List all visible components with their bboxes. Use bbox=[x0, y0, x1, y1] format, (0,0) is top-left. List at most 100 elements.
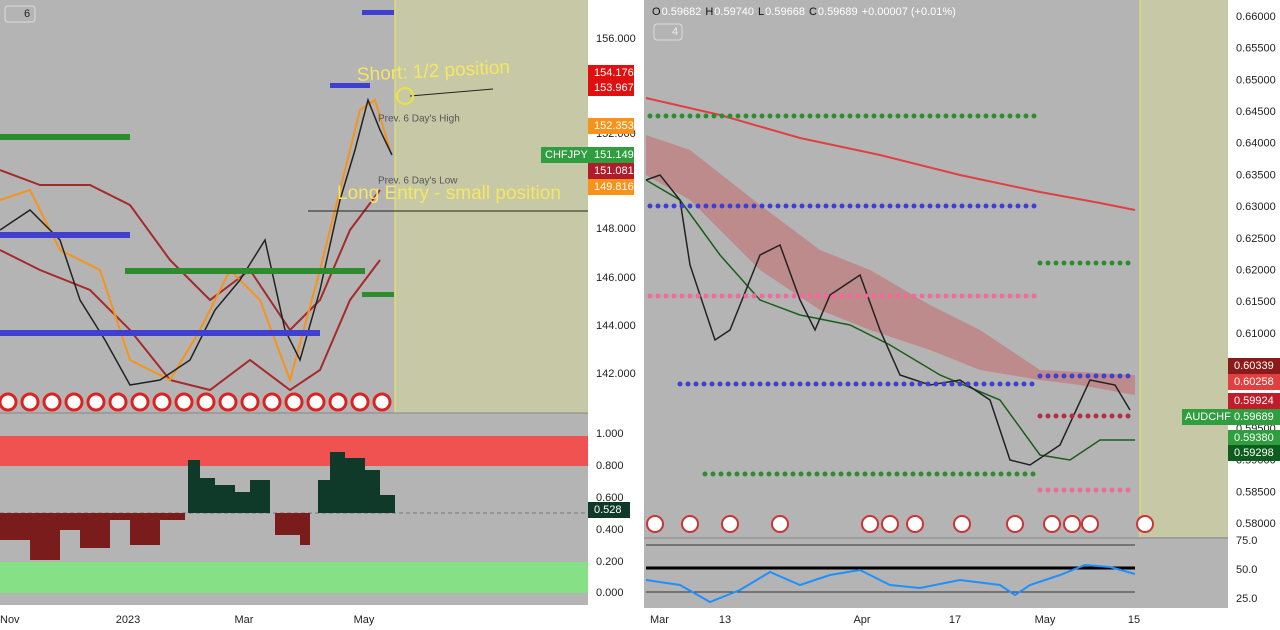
dot bbox=[1125, 373, 1131, 379]
ohlc-text: 0.59740 bbox=[714, 6, 754, 18]
dot bbox=[839, 203, 845, 209]
levels bbox=[0, 10, 588, 336]
dot bbox=[1069, 487, 1075, 493]
dot bbox=[749, 381, 755, 387]
dot bbox=[871, 293, 877, 299]
dot bbox=[901, 381, 907, 387]
dot bbox=[1093, 487, 1099, 493]
dot bbox=[1093, 260, 1099, 266]
dot bbox=[965, 381, 971, 387]
dot bbox=[679, 113, 685, 119]
event-icon bbox=[861, 515, 879, 533]
dot bbox=[981, 381, 987, 387]
event-icon bbox=[1136, 515, 1154, 533]
dot bbox=[1037, 373, 1043, 379]
dot bbox=[1117, 260, 1123, 266]
event-icon bbox=[284, 392, 304, 412]
annotation: Long Entry - small position bbox=[337, 183, 561, 204]
annotation: Prev. 6 Day's Low bbox=[378, 176, 458, 187]
short-line bbox=[409, 88, 494, 97]
dot bbox=[743, 113, 749, 119]
event-icon bbox=[152, 392, 172, 412]
dot bbox=[951, 293, 957, 299]
dot bbox=[823, 203, 829, 209]
badge[interactable] bbox=[4, 5, 36, 23]
price-label: 0.58000 bbox=[1236, 518, 1276, 530]
dot bbox=[814, 471, 820, 477]
dot bbox=[797, 381, 803, 387]
dot bbox=[909, 381, 915, 387]
event-icon bbox=[350, 392, 370, 412]
price-tag bbox=[1228, 430, 1280, 446]
dot bbox=[895, 113, 901, 119]
dot bbox=[869, 381, 875, 387]
dot bbox=[927, 293, 933, 299]
dot bbox=[918, 471, 924, 477]
dot bbox=[685, 381, 691, 387]
dot bbox=[998, 471, 1004, 477]
dot bbox=[847, 113, 853, 119]
dot bbox=[831, 293, 837, 299]
dot bbox=[879, 293, 885, 299]
badge[interactable] bbox=[653, 23, 683, 41]
dot bbox=[759, 293, 765, 299]
event-icon bbox=[681, 515, 699, 533]
dot bbox=[999, 293, 1005, 299]
dot bbox=[831, 203, 837, 209]
dot bbox=[781, 381, 787, 387]
dot bbox=[887, 203, 893, 209]
dot bbox=[807, 293, 813, 299]
event-icon bbox=[108, 392, 128, 412]
dot bbox=[815, 203, 821, 209]
dot bbox=[1037, 413, 1043, 419]
dot bbox=[727, 203, 733, 209]
osc-tag bbox=[588, 502, 630, 518]
price-label: 0.61000 bbox=[1236, 328, 1276, 340]
left-price-axis bbox=[588, 0, 640, 630]
dot bbox=[663, 203, 669, 209]
dot bbox=[1013, 381, 1019, 387]
dot bbox=[773, 381, 779, 387]
dot bbox=[999, 113, 1005, 119]
dot bbox=[989, 381, 995, 387]
dot bbox=[759, 203, 765, 209]
dot bbox=[1014, 471, 1020, 477]
date-label: Mar bbox=[650, 614, 669, 626]
price-tag bbox=[588, 163, 634, 179]
event-icon bbox=[130, 392, 150, 412]
dot bbox=[1053, 260, 1059, 266]
osc-tag-text: 0.528 bbox=[594, 504, 622, 516]
dot bbox=[1085, 260, 1091, 266]
dot bbox=[1061, 373, 1067, 379]
dot bbox=[1125, 260, 1131, 266]
dot bbox=[789, 381, 795, 387]
dot bbox=[887, 293, 893, 299]
dot bbox=[935, 203, 941, 209]
dot bbox=[1031, 203, 1037, 209]
osc-negative bbox=[0, 513, 185, 560]
dot bbox=[967, 293, 973, 299]
price-label: 0.58500 bbox=[1236, 486, 1276, 498]
dot bbox=[1023, 203, 1029, 209]
dot bbox=[823, 113, 829, 119]
dot bbox=[950, 471, 956, 477]
dot bbox=[1015, 203, 1021, 209]
dot bbox=[783, 203, 789, 209]
dot bbox=[719, 293, 725, 299]
dot bbox=[975, 203, 981, 209]
level bbox=[0, 232, 130, 238]
price-tag bbox=[588, 65, 634, 81]
dot bbox=[709, 381, 715, 387]
badge-text: 6 bbox=[24, 8, 30, 20]
left-date-axis bbox=[0, 605, 588, 630]
dot bbox=[655, 113, 661, 119]
dot bbox=[1093, 373, 1099, 379]
dot bbox=[887, 113, 893, 119]
dot bbox=[774, 471, 780, 477]
dot bbox=[1031, 113, 1037, 119]
event-icon bbox=[240, 392, 260, 412]
dot bbox=[925, 381, 931, 387]
annotation: Prev. 6 Day's High bbox=[378, 114, 460, 125]
dot bbox=[1101, 260, 1107, 266]
price-label: 0.66000 bbox=[1236, 11, 1276, 23]
